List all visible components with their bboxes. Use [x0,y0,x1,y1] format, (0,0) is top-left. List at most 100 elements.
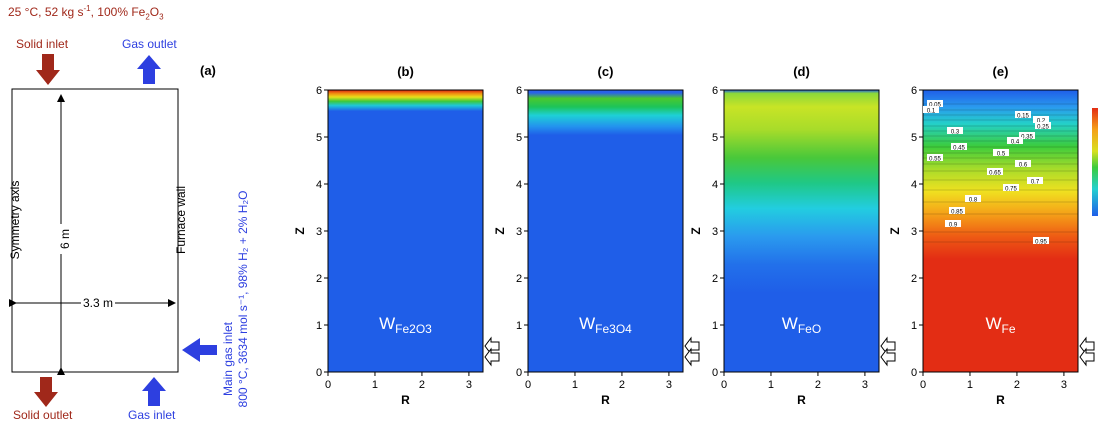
width-label: 3.3 m [81,296,116,310]
y-tick-label: 4 [316,179,322,191]
y-tick-label: 0 [316,367,322,379]
inlet-marker-arrow [880,336,896,356]
contour-value-bg [1035,122,1051,129]
y-tick-label: 2 [516,273,522,285]
gas-inlet-label: Gas inlet [128,408,176,422]
inlet-marker-arrow [684,336,700,356]
contour-value-bg [1003,184,1019,191]
main-gas-conditions-label: 800 °C, 3634 mol s⁻¹, 98% H₂ + 2% H₂O [236,190,250,408]
panel-label-a: (a) [200,63,216,78]
y-tick-label: 1 [316,320,322,332]
symmetry-axis-label: Symmetry axis [8,180,22,260]
y-tick-label: 3 [911,226,917,238]
y-tick-label: 5 [316,132,322,144]
x-tick-label: 0 [920,379,926,391]
contour-value-bg [927,154,943,161]
x-tick-label: 3 [1061,379,1067,391]
inlet-marker-arrow [684,347,700,367]
x-tick-label: 0 [525,379,531,391]
contour-value-bg [947,127,963,134]
x-tick-label: 0 [325,379,331,391]
inlet-marker-arrow [880,347,896,367]
contour-value-bg [987,168,1003,175]
x-tick-label: 3 [666,379,672,391]
contour-value-bg [993,149,1009,156]
inlet-marker-arrow [484,336,500,356]
x-tick-label: 2 [815,379,821,391]
inlet-marker-arrow [1079,347,1095,367]
main-gas-inlet-arrow [182,338,217,362]
x-tick-label: 0 [721,379,727,391]
species-label: WFe3O4 [579,314,632,336]
x-axis-label: R [797,393,806,407]
contour-field [723,89,880,373]
panel-label: (b) [397,64,414,79]
x-tick-label: 2 [419,379,425,391]
y-tick-label: 2 [316,273,322,285]
x-tick-label: 3 [862,379,868,391]
y-tick-label: 0 [911,367,917,379]
contour-value-label: 0.7 [1031,180,1040,186]
panel-label: (e) [993,64,1009,79]
contour-field [922,89,1079,373]
contour-value-label: 0.9 [949,223,958,229]
contour-value-label: 0.55 [929,157,941,163]
contour-value-bg [1007,137,1023,144]
contour-value-label: 0.95 [1035,240,1047,246]
solid-outlet-arrow [34,377,58,407]
contour-value-label: 0.2 [1037,119,1046,125]
y-tick-label: 2 [712,273,718,285]
solid-inlet-arrow [36,54,60,85]
contour-value-label: 0.85 [951,210,963,216]
x-tick-label: 1 [572,379,578,391]
y-tick-label: 0 [516,367,522,379]
inlet-marker-arrow [484,347,500,367]
furnace-outline [11,88,179,373]
contour-field [327,89,484,373]
y-tick-label: 4 [911,179,917,191]
x-tick-label: 1 [372,379,378,391]
inlet-marker-arrow [1079,336,1095,356]
y-tick-label: 6 [516,85,522,97]
contour-value-bg [951,143,967,150]
y-tick-label: 4 [516,179,522,191]
contour-value-bg [949,207,965,214]
contour-value-label: 0.15 [1017,114,1029,120]
x-axis-label: R [601,393,610,407]
y-tick-label: 0 [712,367,718,379]
solid-feed-conditions: 25 °C, 52 kg s-1, 100% Fe2O3 [8,4,164,22]
y-tick-label: 3 [712,226,718,238]
contour-value-bg [1015,111,1031,118]
contour-value-label: 0.6 [1019,163,1028,169]
y-axis-label: Z [293,227,307,234]
gas-inlet-arrow [142,377,166,406]
contour-value-bg [945,220,961,227]
x-tick-label: 3 [466,379,472,391]
height-label: 6 m [58,224,72,254]
contour-value-bg [1015,160,1031,167]
contour-value-bg [1027,177,1043,184]
contour-value-bg [1033,237,1049,244]
y-tick-label: 5 [911,132,917,144]
main-gas-inlet-label: Main gas inlet [221,321,235,397]
solid-outlet-label: Solid outlet [13,408,73,422]
species-label: WFeO [782,314,821,336]
contour-value-label: 0.05 [929,103,941,109]
contour-value-bg [1019,132,1035,139]
contour-value-bg [965,195,981,202]
y-axis-label: Z [689,227,703,234]
y-tick-label: 6 [911,85,917,97]
species-label: WFe2O3 [379,314,432,336]
contour-value-label: 0.1 [927,109,936,115]
contour-plots: (b) 0 1 2 3 4 5 6 0 1 2 3 R Z WFe2O3 (c) 0 1 2 3 4 5 6 0 1 2 3 R Z WF… [293,64,1098,407]
furnace-wall-label: Furnace wall [174,185,188,255]
contour-value-label: 0.25 [1037,125,1049,131]
x-axis-label: R [401,393,410,407]
x-tick-label: 2 [1014,379,1020,391]
y-tick-label: 2 [911,273,917,285]
y-tick-label: 3 [316,226,322,238]
contour-value-label: 0.35 [1021,135,1033,141]
y-axis-label: Z [493,227,507,234]
solid-inlet-label: Solid inlet [16,37,69,51]
contour-value-label: 0.75 [1005,187,1017,193]
